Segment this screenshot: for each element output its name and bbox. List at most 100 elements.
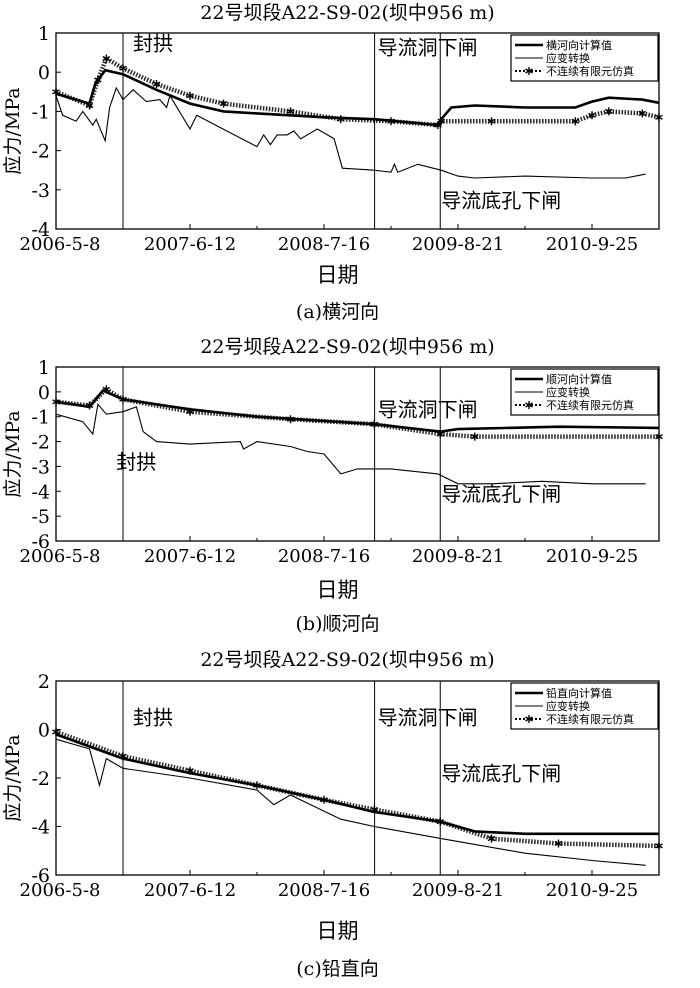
event-annotation: 封拱 [133, 32, 173, 56]
series-marker-star [52, 397, 60, 406]
series-marker-star [85, 401, 94, 410]
y-axis-label: 应力/MPa [2, 734, 24, 821]
series-marker-star [487, 834, 496, 843]
y-tick-label: 2 [38, 671, 50, 693]
x-tick-label: 2007-6-12 [144, 880, 236, 901]
y-tick-label: -2 [31, 432, 50, 454]
series-marker-star [186, 766, 194, 775]
x-tick-label: 2010-9-25 [546, 546, 638, 567]
chart-title: 22号坝段A22-S9-02(坝中956 m) [200, 2, 494, 24]
plot-frame [55, 366, 660, 542]
series-marker-star [655, 113, 663, 122]
chart-caption: (c)铅直向 [296, 958, 378, 980]
series-marker-star [554, 839, 563, 848]
y-tick-label: 0 [38, 382, 50, 404]
series-marker-star [370, 420, 379, 429]
y-tick-label: -6 [31, 531, 50, 553]
chart-caption: (b)顺河向 [296, 613, 380, 635]
legend-entry: 应变转换 [546, 385, 590, 399]
series-marker-star [85, 101, 94, 110]
x-tick-label: 2009-8-21 [412, 546, 504, 567]
series-marker-star [119, 752, 127, 761]
series-marker-star [387, 117, 395, 126]
series-marker-star [655, 841, 663, 850]
legend-entry: 铅直向计算值 [546, 686, 612, 700]
y-tick-label: 1 [38, 357, 50, 379]
legend-star-icon [525, 401, 533, 409]
x-tick-label: 2008-7-16 [278, 546, 370, 567]
event-annotation: 封拱 [133, 706, 173, 730]
series-marker-star [470, 432, 479, 441]
chart-panel-1: 22号坝段A22-S9-02(坝中956 m)10-1-2-3-4-5-6200… [2, 336, 663, 635]
series-line-calculated [55, 389, 660, 433]
y-tick-label: -1 [31, 101, 50, 123]
series-marker-star [52, 727, 60, 736]
y-tick-label: -3 [31, 456, 50, 478]
legend-star-icon [525, 715, 533, 723]
series-marker-star [604, 107, 613, 116]
y-tick-label: -2 [31, 768, 50, 790]
series-line-strain [55, 738, 646, 866]
x-tick-label: 2006-5-8 [20, 880, 101, 901]
legend-entry: 应变转换 [546, 699, 590, 713]
y-tick-label: -5 [31, 506, 50, 528]
series-marker-star [336, 115, 345, 124]
legend-entry: 不连续有限元仿真 [546, 64, 634, 78]
series-marker-star [52, 87, 60, 96]
event-annotation: 导流洞下闸 [378, 36, 478, 60]
chart-panel-0: 22号坝段A22-S9-02(坝中956 m) 1 0 -1 -2 -3 -42006-5-… [2, 2, 663, 323]
x-axis-label: 日期 [317, 578, 359, 602]
series-marker-star [437, 117, 446, 126]
y-tick-label: -4 [31, 817, 50, 839]
event-annotation: 导流洞下闸 [378, 398, 478, 422]
y-tick-label: 0 [38, 720, 50, 742]
plot-frame [55, 32, 660, 230]
x-tick-label: 2008-7-16 [278, 880, 370, 901]
series-marker-star [638, 109, 647, 118]
chart-title: 22号坝段A22-S9-02(坝中956 m) [200, 649, 494, 671]
legend-entry: 横河向计算值 [546, 38, 612, 52]
x-tick-label: 2009-8-21 [412, 234, 504, 255]
series-marker-star [655, 432, 663, 441]
x-tick-label: 2007-6-12 [144, 546, 236, 567]
legend-entry: 顺河向计算值 [546, 372, 612, 386]
legend-entry: 应变转换 [546, 51, 590, 65]
series-marker-star [119, 64, 127, 73]
series-marker-star [102, 54, 111, 63]
y-tick-label: -2 [31, 141, 50, 163]
y-axis-label: 应力/MPa [2, 87, 24, 174]
series-marker-star [219, 99, 228, 108]
y-tick-label: -4 [31, 219, 50, 241]
event-annotation: 导流洞下闸 [378, 706, 478, 730]
series-marker-star [253, 781, 261, 790]
series-marker-star [320, 795, 328, 804]
series-marker-star [119, 395, 127, 404]
series-marker-star [102, 385, 111, 394]
chart-title: 22号坝段A22-S9-02(坝中956 m) [200, 336, 494, 358]
chart-caption: (a)横河向 [296, 301, 379, 323]
series-marker-star [186, 91, 194, 100]
series-line-fe-simulation [55, 386, 659, 439]
series-marker-star [571, 117, 580, 126]
x-tick-label: 2008-7-16 [278, 234, 370, 255]
event-annotation: 导流底孔下闸 [441, 188, 561, 212]
y-tick-label: -4 [31, 481, 50, 503]
event-annotation: 导流底孔下闸 [441, 482, 561, 506]
legend-entry: 不连续有限元仿真 [546, 712, 634, 726]
x-tick-label: 2006-5-8 [20, 546, 101, 567]
series-line-strain [55, 86, 646, 179]
x-tick-label: 2010-9-25 [546, 234, 638, 255]
series-marker-star [436, 817, 445, 826]
x-tick-label: 2010-9-25 [546, 880, 638, 901]
y-axis-label: 应力/MPa [2, 410, 24, 497]
x-tick-label: 2009-8-21 [412, 880, 504, 901]
series-marker-star [152, 80, 161, 88]
event-annotation: 封拱 [116, 450, 156, 474]
x-axis-label: 日期 [317, 263, 359, 287]
event-annotation: 导流底孔下闸 [441, 761, 561, 785]
